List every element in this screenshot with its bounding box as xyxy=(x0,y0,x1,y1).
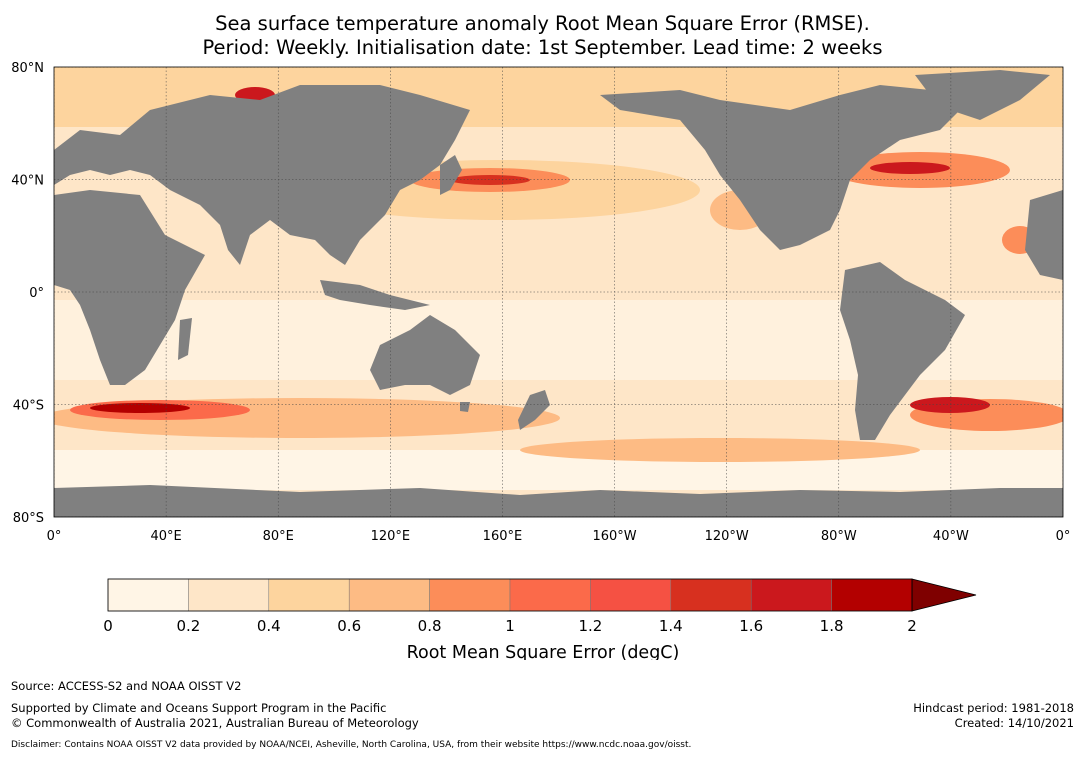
colorbar-swatch xyxy=(429,578,511,612)
colorbar-swatch xyxy=(670,578,752,612)
southern-pacific-band xyxy=(520,438,920,462)
land-north-america xyxy=(600,85,960,250)
colorbar-swatch xyxy=(188,578,270,612)
lat-tick-label: 80°N xyxy=(11,61,44,76)
colorbar-tick-label: 1.6 xyxy=(739,617,763,635)
land-australia xyxy=(370,315,480,395)
colorbar-tick-label: 0.8 xyxy=(418,617,442,635)
map-frame xyxy=(53,66,1064,518)
colorbar-tick-label: 1 xyxy=(505,617,515,635)
land-africa-west xyxy=(1025,190,1063,280)
colorbar-swatch xyxy=(750,578,832,612)
lon-tick-label: 40°W xyxy=(933,529,969,544)
lat-tick-label: 80°S xyxy=(13,511,44,526)
lon-tick-label: 0° xyxy=(1056,529,1071,544)
colorbar-tick-label: 0.4 xyxy=(257,617,281,635)
lon-tick-label: 40°E xyxy=(150,529,181,544)
agulhas-core xyxy=(90,403,190,413)
map-gridlines xyxy=(54,67,1063,517)
copyright-note: © Commonwealth of Australia 2021, Austra… xyxy=(11,716,419,730)
colorbar-tick-label: 0.6 xyxy=(337,617,361,635)
colorbar-tick-label: 1.8 xyxy=(820,617,844,635)
colorbar-swatch xyxy=(590,578,672,612)
gulf-stream-core xyxy=(870,162,950,174)
colorbar-swatch xyxy=(268,578,350,612)
map-tick-labels: 80°N40°N0°40°S80°S0° 40°E 80°E 120°E 160°E 16… xyxy=(11,61,1070,544)
colorbar-swatch xyxy=(348,578,430,612)
map-plot-area xyxy=(54,67,1063,517)
lon-tick-label: 80°W xyxy=(821,529,857,544)
map-title-line-1: Sea surface temperature anomaly Root Mea… xyxy=(215,12,870,35)
colorbar-frame xyxy=(107,578,913,612)
lon-tick-label: 120°W xyxy=(705,529,749,544)
colorbar-tick-label: 1.2 xyxy=(578,617,602,635)
supported-note: Supported by Climate and Oceans Support … xyxy=(11,701,387,715)
colorbar-tick-label: 1.4 xyxy=(659,617,683,635)
colorbar-swatch xyxy=(107,578,189,612)
colorbar-title: Root Mean Square Error (degC) xyxy=(407,643,680,660)
colorbar-tick-label: 2 xyxy=(907,617,917,635)
land-new-zealand xyxy=(518,390,550,430)
colorbar-swatch xyxy=(831,578,913,612)
land-europe-asia xyxy=(54,85,470,265)
lon-tick-label: 0° xyxy=(47,529,62,544)
land-japan xyxy=(440,155,462,195)
land-antarctica xyxy=(54,485,1063,517)
colorbar-tick-label: 0.2 xyxy=(176,617,200,635)
source-note: Source: ACCESS-S2 and NOAA OISST V2 xyxy=(11,679,242,693)
land-madagascar xyxy=(178,318,192,360)
colorbar-tick-label: 0 xyxy=(103,617,113,635)
colorbar: 0 0.2 0.4 0.6 0.8 1 1.2 1.4 1.6 1.8 2 Root Mean Sq… xyxy=(103,578,977,660)
lon-tick-label: 160°E xyxy=(483,529,523,544)
map-title-line-2: Period: Weekly. Initialisation date: 1st… xyxy=(202,36,883,59)
lat-tick-label: 40°N xyxy=(11,174,44,189)
created-date: Created: 14/10/2021 xyxy=(954,716,1074,730)
lat-tick-label: 0° xyxy=(29,286,44,301)
disclaimer: Disclaimer: Contains NOAA OISST V2 data … xyxy=(11,740,692,750)
land-south-america xyxy=(840,262,965,440)
colorbar-extend-arrow xyxy=(911,578,977,612)
land-africa xyxy=(54,190,205,385)
brazil-malvinas-core xyxy=(910,397,990,413)
rmse-map-figure: 80°N40°N0°40°S80°S0° 40°E 80°E 120°E 160°E 16… xyxy=(11,61,1070,660)
lon-tick-label: 80°E xyxy=(263,529,294,544)
lon-tick-label: 120°E xyxy=(371,529,411,544)
lat-tick-label: 40°S xyxy=(13,399,44,414)
hindcast-period: Hindcast period: 1981-2018 xyxy=(913,701,1074,715)
colorbar-swatch xyxy=(509,578,591,612)
lon-tick-label: 160°W xyxy=(592,529,636,544)
land-greenland xyxy=(915,70,1050,120)
kuroshio-core xyxy=(450,175,530,185)
land-indonesia xyxy=(320,280,430,310)
land-masses xyxy=(54,70,1063,517)
ocean-error-field xyxy=(54,67,1063,490)
